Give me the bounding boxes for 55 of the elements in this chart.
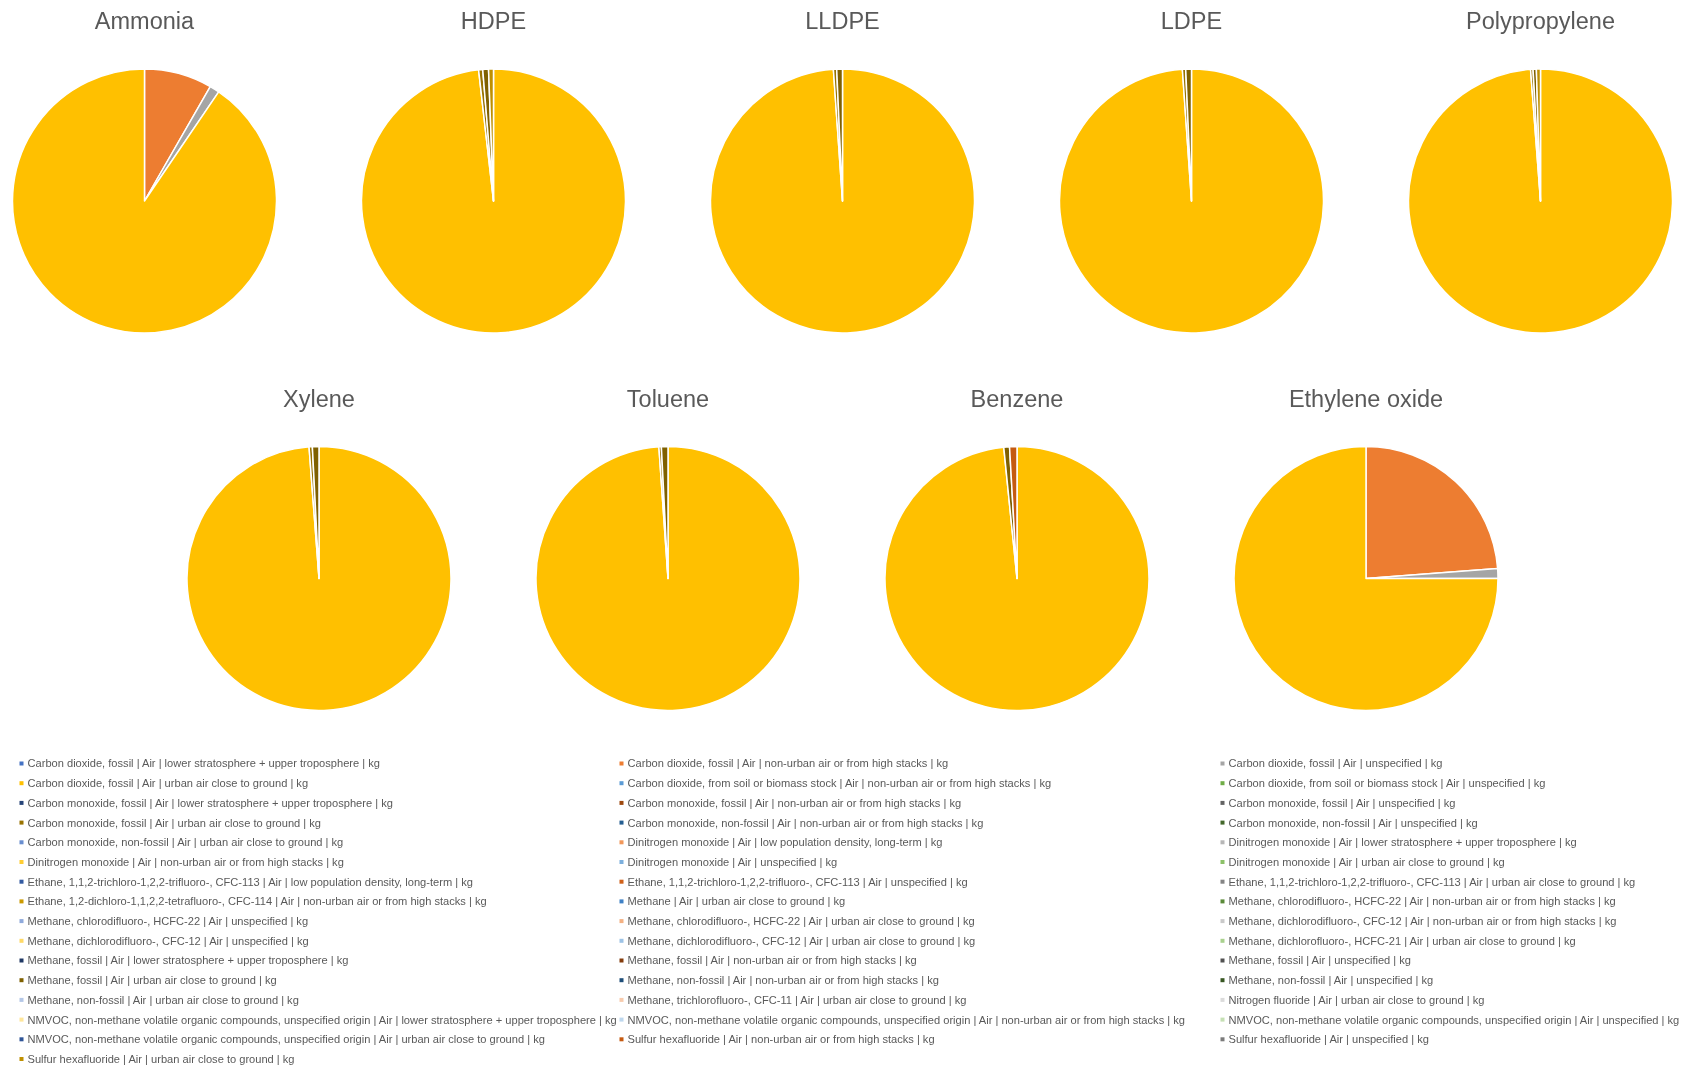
chart-title: LDPE (1160, 8, 1223, 34)
legend-label: Methane, fossil | Air | non-urban air or from high stacks | kg (627, 954, 917, 967)
legend-label: Sulfur hexafluoride | Air | urban air close to ground | kg (27, 1052, 295, 1065)
chart-title: LLDPE (805, 8, 880, 34)
legend-label: Methane, fossil | Air | unspecified | kg (1228, 954, 1412, 967)
legend-label: Methane, chlorodifluoro-, HCFC-22 | Air | non-urban air or from high stacks | kg (1228, 895, 1616, 908)
legend-label: Methane, dichlorofluoro-, HCFC-21 | Air | urban air close to ground | kg (1228, 934, 1576, 947)
legend-label: Methane, non-fossil | Air | urban air close to ground | kg (27, 993, 299, 1006)
legend-label: Carbon dioxide, from soil or biomass stock | Air | unspecified | kg (1228, 777, 1546, 790)
legend-label: Methane, fossil | Air | lower stratosphere + upper troposphere | kg (27, 954, 349, 967)
chart-title: HDPE (460, 8, 527, 34)
legend-label: Carbon dioxide, fossil | Air | unspecified | kg (1228, 757, 1443, 770)
legend-label: Sulfur hexafluoride | Air | unspecified | kg (1228, 1033, 1429, 1046)
legend-label: Methane, trichlorofluoro-, CFC-11 | Air | urban air close to ground | kg (627, 993, 967, 1006)
legend-label: Carbon monoxide, fossil | Air | urban air close to ground | kg (27, 816, 322, 829)
legend-label: Carbon monoxide, fossil | Air | lower stratosphere + upper troposphere | kg (27, 796, 393, 809)
legend-label: Dinitrogen monoxide | Air | non-urban air or from high stacks | kg (27, 855, 344, 868)
chart-title: Toluene (626, 385, 710, 412)
chart-title: Ethylene oxide (1288, 385, 1444, 412)
chart-title: Benzene (970, 385, 1064, 412)
legend-label: Carbon monoxide, non-fossil | Air | urban air close to ground | kg (27, 836, 344, 849)
legend-label: Methane, chlorodifluoro-, HCFC-22 | Air | unspecified | kg (27, 915, 309, 927)
legend-label: NMVOC, non-methane volatile organic compounds, unspecified origin | Air | lower stratosphere + upper troposphere | kg (27, 1013, 617, 1026)
legend-label: Methane | Air | urban air close to ground | kg (627, 895, 846, 908)
legend-label: Ethane, 1,1,2-trichloro-1,2,2-trifluoro-, CFC-113 | Air | unspecified | kg (627, 875, 968, 888)
chart-title: Ammonia (94, 8, 196, 34)
legend-label: Dinitrogen monoxide | Air | lower stratosphere + upper troposphere | kg (1228, 836, 1577, 849)
legend-label: Dinitrogen monoxide | Air | urban air close to ground | kg (1228, 855, 1505, 868)
legend-label: NMVOC, non-methane volatile organic compounds, unspecified origin | Air | unspecified | kg (1228, 1013, 1680, 1026)
legend-label: Methane, dichlorodifluoro-, CFC-12 | Air | urban air close to ground | kg (627, 934, 976, 947)
legend-label: Dinitrogen monoxide | Air | unspecified | kg (627, 855, 838, 868)
legend-label: Methane, non-fossil | Air | unspecified | kg (1228, 974, 1434, 987)
legend-label: Carbon monoxide, non-fossil | Air | non-urban air or from high stacks | kg (627, 816, 984, 829)
legend-label: Sulfur hexafluoride | Air | non-urban air or from high stacks | kg (627, 1033, 935, 1046)
legend-label: Carbon monoxide, fossil | Air | unspecified | kg (1228, 796, 1456, 809)
legend-label: Dinitrogen monoxide | Air | low population density, long-term | kg (627, 836, 943, 849)
legend-label: Ethane, 1,1,2-trichloro-1,2,2-trifluoro-, CFC-113 | Air | low population density, long-term | kg (27, 875, 473, 888)
legend-label: Carbon dioxide, from soil or biomass stock | Air | non-urban air or from high stacks | kg (627, 777, 1052, 790)
chart-title: Polypropylene (1466, 8, 1615, 34)
legend-label: NMVOC, non-methane volatile organic compounds, unspecified origin | Air | urban air close to ground | kg (27, 1033, 545, 1046)
legend-label: Carbon monoxide, fossil | Air | non-urban air or from high stacks | kg (627, 796, 962, 809)
legend-label: Methane, fossil | Air | urban air close to ground | kg (27, 974, 277, 987)
legend-label: NMVOC, non-methane volatile organic compounds, unspecified origin | Air | non-urban air or from high stacks | kg (627, 1013, 1185, 1026)
legend-label: Ethane, 1,1,2-trichloro-1,2,2-trifluoro-, CFC-113 | Air | urban air close to ground | kg (1228, 875, 1636, 888)
legend-label: Nitrogen fluoride | Air | urban air close to ground | kg (1228, 993, 1485, 1006)
legend-label: Carbon dioxide, fossil | Air | lower stratosphere + upper troposphere | kg (27, 757, 380, 770)
legend-label: Carbon monoxide, non-fossil | Air | unspecified | kg (1228, 816, 1478, 829)
legend-label: Carbon dioxide, fossil | Air | urban air close to ground | kg (27, 777, 309, 790)
legend-label: Methane, dichlorodifluoro-, CFC-12 | Air | non-urban air or from high stacks | kg (1228, 915, 1617, 927)
legend-label: Carbon dioxide, fossil | Air | non-urban air or from high stacks | kg (627, 757, 949, 770)
legend-label: Methane, dichlorodifluoro-, CFC-12 | Air | unspecified | kg (27, 934, 309, 947)
chart-title: Xylene (283, 385, 355, 412)
legend-label: Ethane, 1,2-dichloro-1,1,2,2-tetrafluoro-, CFC-114 | Air | non-urban air or from high stacks | kg (27, 895, 487, 908)
legend-label: Methane, chlorodifluoro-, HCFC-22 | Air | urban air close to ground | kg (627, 915, 975, 927)
legend-label: Methane, non-fossil | Air | non-urban air or from high stacks | kg (627, 974, 939, 987)
